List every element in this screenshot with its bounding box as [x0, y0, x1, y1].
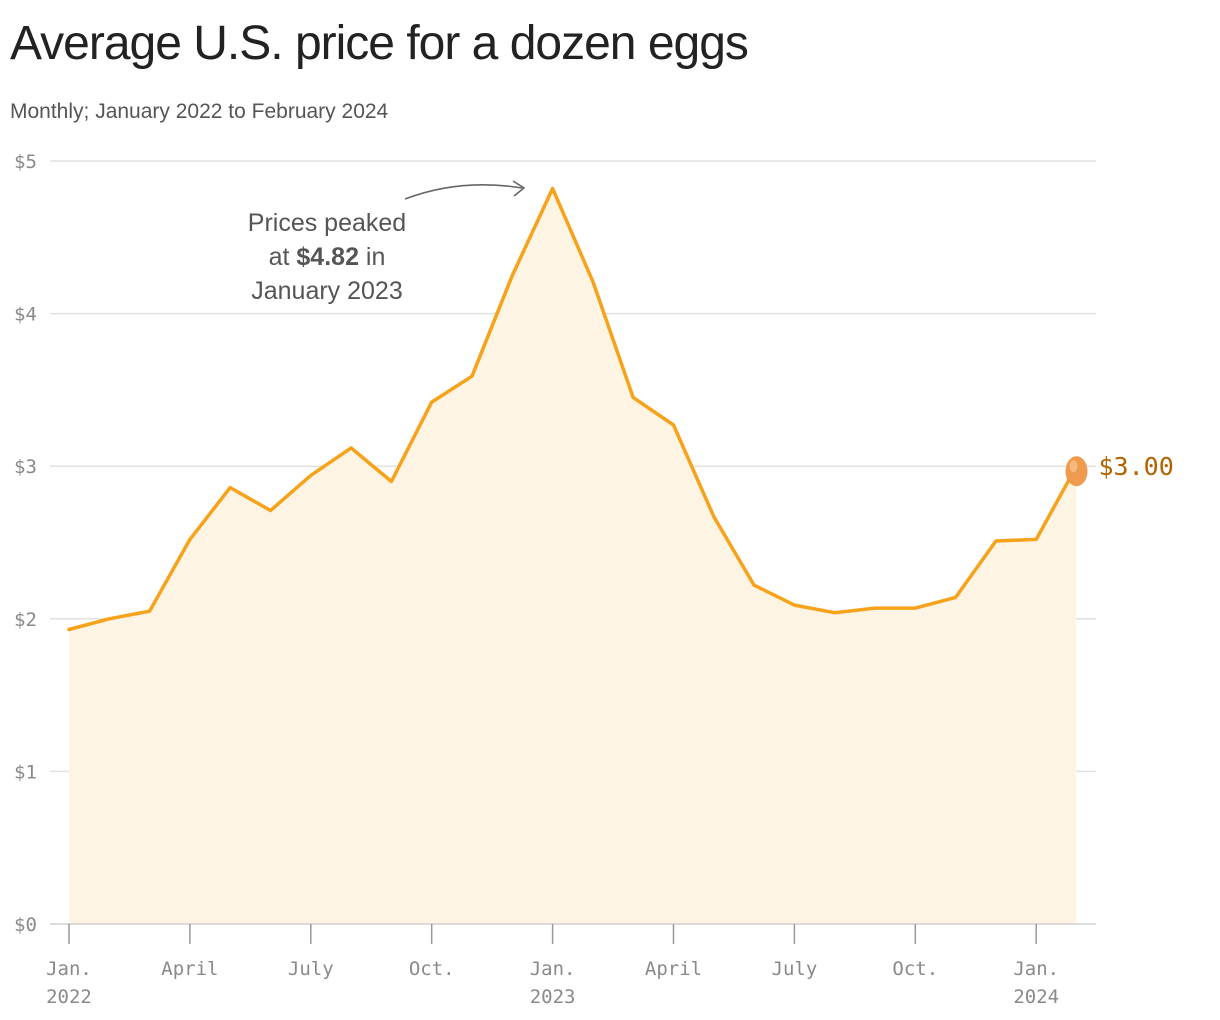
- svg-text:Prices peaked: Prices peaked: [248, 209, 406, 237]
- x-tick-label: July: [288, 958, 334, 980]
- annotation-line-2-post: in: [359, 243, 385, 271]
- peak-annotation: Prices peaked at $4.82 in January 2023: [248, 180, 526, 305]
- annotation-line-2-pre: at: [269, 243, 297, 271]
- x-tick-label: July: [772, 958, 818, 980]
- x-tick-year-label: 2023: [530, 986, 576, 1008]
- x-tick-year-label: 2024: [1013, 986, 1059, 1008]
- chart-subtitle: Monthly; January 2022 to February 2024: [10, 100, 389, 123]
- annotation-line-1: Prices peaked: [248, 209, 406, 237]
- y-tick-label: $0: [14, 914, 37, 936]
- egg-icon: [1065, 456, 1088, 487]
- x-tick-label: Jan.: [530, 958, 576, 980]
- annotation-peak-value: $4.82: [296, 243, 359, 271]
- y-axis-ticks: $0 $1 $2 $3 $4 $5: [14, 151, 37, 936]
- annotation-arrowhead: [512, 180, 526, 197]
- y-tick-label: $5: [14, 151, 37, 173]
- price-area-fill: [69, 188, 1077, 924]
- price-line: [67, 186, 1079, 632]
- y-tick-label: $4: [14, 304, 37, 326]
- x-tick-label: Oct.: [409, 958, 455, 980]
- x-tick-label: Jan.: [46, 958, 92, 980]
- x-tick-label: April: [645, 958, 702, 980]
- x-tick-label: Jan.: [1013, 958, 1059, 980]
- x-axis-ticks: Jan. 2022 April July Oct. Jan. 2023 April July Oc…: [46, 924, 1059, 1008]
- x-tick-year-label: 2022: [46, 986, 92, 1008]
- annotation-arrow: [404, 184, 523, 200]
- svg-text:at $4.82 in: at $4.82 in: [269, 243, 386, 271]
- y-tick-label: $3: [14, 456, 37, 478]
- chart-title: Average U.S. price for a dozen eggs: [10, 17, 749, 70]
- annotation-line-3: January 2023: [251, 277, 403, 305]
- y-tick-label: $1: [14, 761, 37, 783]
- svg-text:January 2023: January 2023: [251, 277, 403, 305]
- y-tick-label: $2: [14, 609, 37, 631]
- x-tick-label: Oct.: [892, 958, 938, 980]
- latest-value-label: $3.00: [1099, 452, 1174, 481]
- x-tick-label: April: [161, 958, 218, 980]
